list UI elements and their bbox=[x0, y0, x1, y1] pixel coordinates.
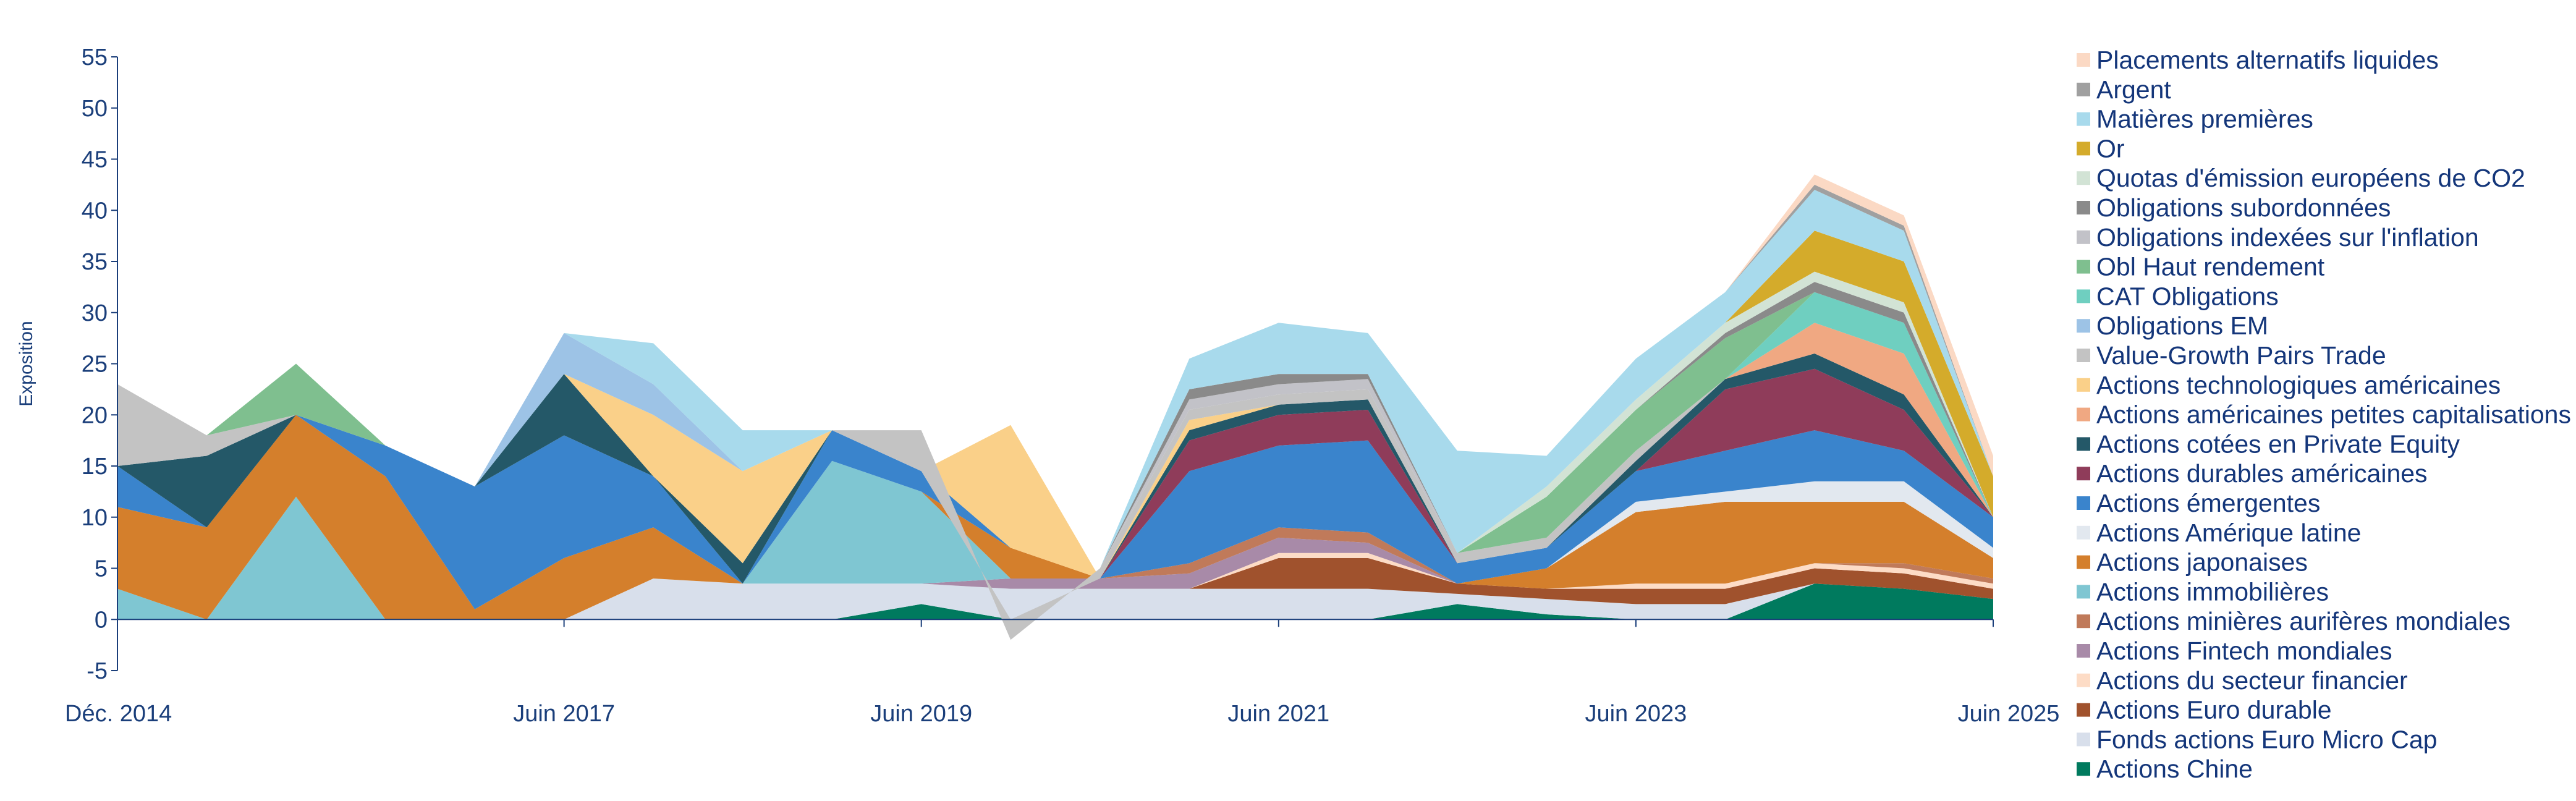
legend-label: Actions Euro durable bbox=[2096, 696, 2332, 724]
legend: Placements alternatifs liquidesArgentMat… bbox=[2077, 46, 2571, 783]
area-series-7 bbox=[117, 415, 1993, 620]
y-tick-label: 35 bbox=[82, 249, 108, 275]
legend-label: Actions cotées en Private Equity bbox=[2096, 430, 2460, 458]
y-tick-label: 25 bbox=[82, 352, 108, 378]
y-tick-label: 15 bbox=[82, 454, 108, 480]
area-series-21 bbox=[117, 231, 1993, 569]
area-series-10 bbox=[117, 368, 1993, 584]
y-tick-label: 5 bbox=[95, 556, 108, 582]
y-tick-label: 20 bbox=[82, 402, 108, 428]
legend-swatch bbox=[2077, 378, 2090, 392]
area-series-12 bbox=[117, 323, 1993, 578]
legend-swatch bbox=[2077, 614, 2090, 629]
x-tick-label: Juin 2023 bbox=[1585, 701, 1687, 727]
area-series-17 bbox=[117, 292, 1993, 569]
legend-swatch bbox=[2077, 201, 2090, 214]
legend-swatch bbox=[2077, 53, 2090, 67]
area-series-9 bbox=[117, 415, 1993, 609]
legend-label: Placements alternatifs liquides bbox=[2096, 46, 2439, 74]
legend-swatch bbox=[2077, 289, 2090, 303]
area-series-20 bbox=[117, 271, 1993, 569]
legend-label: Actions Amérique latine bbox=[2096, 519, 2361, 547]
legend-label: Quotas d'émission européens de CO2 bbox=[2096, 164, 2525, 192]
legend-swatch bbox=[2077, 555, 2090, 569]
legend-label: Actions technologiques américaines bbox=[2096, 371, 2501, 399]
x-tick-label: Juin 2017 bbox=[513, 701, 615, 727]
legend-swatch bbox=[2077, 673, 2090, 687]
y-tick-label: 0 bbox=[95, 607, 108, 633]
legend-swatch bbox=[2077, 82, 2090, 96]
legend-swatch bbox=[2077, 762, 2090, 776]
y-tick-label: 30 bbox=[82, 300, 108, 326]
y-axis-ticks: -5 0 5 10 15 20 25 30 35 40 45 50 55 bbox=[82, 44, 117, 684]
legend-label: Actions américaines petites capitalisati… bbox=[2096, 400, 2571, 429]
area-series-4 bbox=[117, 537, 1993, 620]
y-tick-label: 50 bbox=[82, 96, 108, 122]
legend-label: Obligations subordonnées bbox=[2096, 193, 2391, 222]
legend-swatch bbox=[2077, 407, 2090, 422]
y-tick-label: 45 bbox=[82, 147, 108, 173]
y-tick-label: 40 bbox=[82, 198, 108, 224]
legend-label: Or bbox=[2096, 134, 2125, 163]
legend-swatch bbox=[2077, 230, 2090, 244]
axes-group: -5 0 5 10 15 20 25 30 35 40 45 50 55 Déc. 2014 Juin 2… bbox=[16, 44, 2059, 727]
area-series-group bbox=[117, 174, 1993, 640]
legend-label: Actions immobilières bbox=[2096, 577, 2329, 606]
legend-label: Matières premières bbox=[2096, 105, 2313, 134]
y-tick-label: -5 bbox=[87, 658, 108, 684]
y-tick-label: 55 bbox=[82, 44, 108, 70]
x-tick-label: Déc. 2014 bbox=[65, 701, 172, 727]
area-series-6 bbox=[117, 460, 1993, 620]
legend-swatch bbox=[2077, 496, 2090, 510]
legend-swatch bbox=[2077, 525, 2090, 540]
area-series-11 bbox=[117, 354, 1993, 584]
legend-label: Actions Chine bbox=[2096, 755, 2253, 783]
x-axis-ticks: Déc. 2014 Juin 2017 Juin 2019 Juin 2021 Juin… bbox=[65, 619, 2059, 727]
area-series-15 bbox=[117, 323, 1993, 569]
x-tick-label: Juin 2019 bbox=[870, 701, 972, 727]
legend-label: Actions minières aurifères mondiales bbox=[2096, 607, 2510, 635]
legend-swatch bbox=[2077, 349, 2090, 362]
legend-swatch bbox=[2077, 142, 2090, 156]
legend-label: Actions durables américaines bbox=[2096, 459, 2428, 488]
legend-label: Argent bbox=[2096, 75, 2171, 104]
legend-swatch bbox=[2077, 585, 2090, 599]
x-tick-label: Juin 2021 bbox=[1227, 701, 1329, 727]
legend-label: Obligations EM bbox=[2096, 312, 2268, 340]
legend-label: Fonds actions Euro Micro Cap bbox=[2096, 725, 2437, 753]
legend-swatch bbox=[2077, 732, 2090, 747]
area-series-13 bbox=[117, 323, 1993, 578]
x-tick-label: Juin 2025 bbox=[1958, 701, 2060, 727]
legend-label: Actions émergentes bbox=[2096, 489, 2320, 517]
legend-swatch bbox=[2077, 319, 2090, 333]
legend-swatch bbox=[2077, 112, 2090, 126]
legend-swatch bbox=[2077, 260, 2090, 274]
area-series-16 bbox=[117, 292, 1993, 569]
area-series-3 bbox=[117, 553, 1993, 620]
area-series-0 bbox=[117, 583, 1993, 620]
legend-swatch bbox=[2077, 437, 2090, 451]
legend-swatch bbox=[2077, 467, 2090, 481]
y-axis-label: Exposition bbox=[16, 321, 36, 406]
y-tick-label: 10 bbox=[82, 505, 108, 531]
legend-label: Obl Haut rendement bbox=[2096, 253, 2325, 281]
legend-swatch bbox=[2077, 171, 2090, 185]
legend-swatch bbox=[2077, 644, 2090, 658]
legend-label: CAT Obligations bbox=[2096, 282, 2279, 310]
legend-swatch bbox=[2077, 703, 2090, 717]
legend-label: Actions japonaises bbox=[2096, 548, 2308, 577]
area-series-22 bbox=[117, 190, 1993, 569]
legend-label: Actions du secteur financier bbox=[2096, 666, 2408, 695]
legend-label: Obligations indexées sur l'inflation bbox=[2096, 223, 2479, 252]
legend-label: Actions Fintech mondiales bbox=[2096, 637, 2392, 665]
legend-label: Value-Growth Pairs Trade bbox=[2096, 341, 2386, 370]
